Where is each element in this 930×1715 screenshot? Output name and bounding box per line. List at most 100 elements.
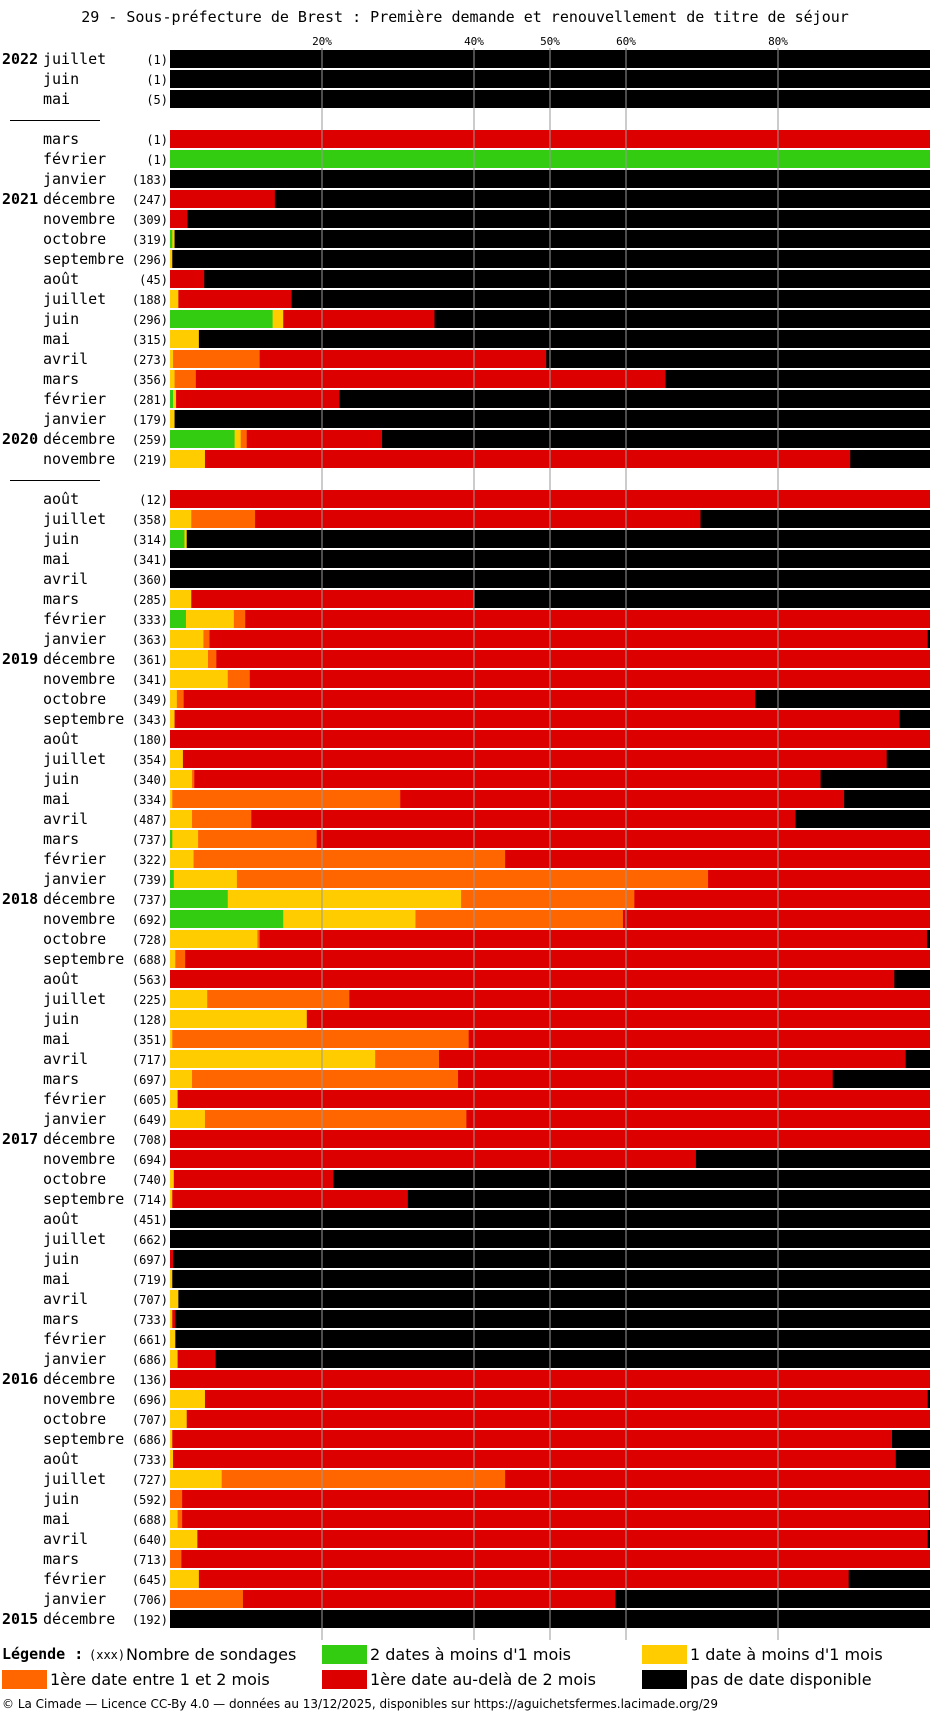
bar-segment-orange: [172, 790, 401, 808]
row-month: juillet: [43, 750, 106, 768]
bar-segment-rouge: [195, 370, 666, 388]
row-count: (662): [132, 1233, 168, 1247]
row-month: avril: [43, 1530, 88, 1548]
row-month: février: [43, 150, 106, 168]
bar-segment-jaune: [170, 1530, 198, 1548]
bar-segment-jaune: [170, 690, 178, 708]
bar-segment-rouge: [439, 1050, 907, 1068]
bar-segment-orange: [415, 910, 624, 928]
row-month: mars: [43, 370, 79, 388]
row-count: (713): [132, 1553, 168, 1567]
bar-segment-orange: [175, 950, 186, 968]
row-month: janvier: [43, 1110, 106, 1128]
bar-segment-jaune: [170, 1010, 308, 1028]
bar-segment-rouge: [170, 270, 205, 288]
row-month: mai: [43, 1510, 70, 1528]
bar-segment-jaune: [170, 450, 206, 468]
bar-segment-rouge: [216, 650, 930, 668]
bar-segment-rouge: [182, 1490, 929, 1508]
bar-segment-rouge: [172, 1190, 409, 1208]
bar-segment-orange: [207, 990, 350, 1008]
bar-segment-rouge: [283, 310, 435, 328]
bar-segment-noir: [172, 1270, 930, 1288]
row-count: (1): [146, 73, 168, 87]
bar-segment-orange: [198, 830, 318, 848]
row-month: mars: [43, 130, 79, 148]
bar-segment-noir: [172, 250, 930, 268]
bar-segment-jaune: [170, 1270, 173, 1288]
x-tick-label: 40%: [464, 35, 484, 48]
row-count: (334): [132, 793, 168, 807]
bar-segment-noir: [407, 1190, 930, 1208]
row-month: décembre: [43, 430, 115, 448]
row-count: (733): [132, 1453, 168, 1467]
bar-segment-rouge: [468, 1030, 930, 1048]
legend-label-vert: 2 dates à moins d'1 mois: [370, 1645, 572, 1664]
row-month: décembre: [43, 190, 115, 208]
row-month: août: [43, 730, 79, 748]
bar-segment-vert: [170, 870, 175, 888]
bar-segment-jaune: [185, 610, 235, 628]
bar-segment-noir: [546, 350, 930, 368]
bar-segment-rouge: [505, 1470, 930, 1488]
bar-segment-noir: [173, 1250, 930, 1268]
x-tick-label: 50%: [540, 35, 560, 48]
bar-segment-jaune: [170, 330, 200, 348]
row-count: (281): [132, 393, 168, 407]
row-count: (686): [132, 1353, 168, 1367]
bar-segment-noir: [339, 390, 930, 408]
row-count: (333): [132, 613, 168, 627]
row-month: janvier: [43, 170, 106, 188]
bar-segment-rouge: [466, 1110, 930, 1128]
x-ticks: 20% 40% 50% 60% 80%: [312, 35, 788, 48]
bar-segment-jaune: [227, 890, 462, 908]
row-month: janvier: [43, 870, 106, 888]
bar-segment-noir: [174, 410, 930, 428]
bar-segment-vert: [170, 910, 284, 928]
bar-segment-jaune: [170, 790, 173, 808]
row-year: 2016: [2, 1370, 38, 1388]
bar-segment-jaune: [170, 1110, 206, 1128]
row-month: octobre: [43, 930, 106, 948]
row-month: mai: [43, 790, 70, 808]
row-count: (1): [146, 153, 168, 167]
row-count: (740): [132, 1173, 168, 1187]
row-month: juin: [43, 770, 79, 788]
bar-segment-noir: [615, 1590, 930, 1608]
row-month: février: [43, 390, 106, 408]
bar-segment-jaune: [170, 1390, 206, 1408]
bar-segment-noir: [333, 1170, 930, 1188]
legend-label-orange: 1ère date entre 1 et 2 mois: [50, 1670, 270, 1689]
bar-segment-jaune: [272, 310, 284, 328]
bar-segment-jaune: [170, 1410, 188, 1428]
bar-segment-rouge: [177, 1350, 216, 1368]
bar-segment-jaune: [173, 390, 177, 408]
row-month: février: [43, 1330, 106, 1348]
row-month: novembre: [43, 670, 115, 688]
row-month: juin: [43, 1250, 79, 1268]
bar-segment-orange: [174, 370, 197, 388]
bar-segment-jaune: [184, 530, 188, 548]
row-month: mars: [43, 590, 79, 608]
row-count: (592): [132, 1493, 168, 1507]
bar-segment-rouge: [176, 390, 340, 408]
bar-segment-rouge: [306, 1010, 930, 1028]
row-count: (714): [132, 1193, 168, 1207]
bar-segment-rouge: [316, 830, 930, 848]
bar-segment-noir: [274, 190, 930, 208]
row-count: (296): [132, 313, 168, 327]
bar-segment-jaune: [170, 350, 174, 368]
row-month: janvier: [43, 630, 106, 648]
bar-segment-jaune: [170, 1330, 176, 1348]
row-count: (487): [132, 813, 168, 827]
bar-segment-rouge: [172, 1310, 176, 1328]
bar-segment-rouge: [204, 1390, 929, 1408]
row-month: juillet: [43, 290, 106, 308]
bar-segment-orange: [203, 630, 210, 648]
bar-segment-jaune: [170, 590, 192, 608]
bar-segment-orange: [221, 1470, 506, 1488]
bar-segment-jaune: [170, 850, 194, 868]
bar-segment-jaune: [283, 910, 416, 928]
bar-segment-jaune: [170, 750, 184, 768]
row-count: (719): [132, 1273, 168, 1287]
